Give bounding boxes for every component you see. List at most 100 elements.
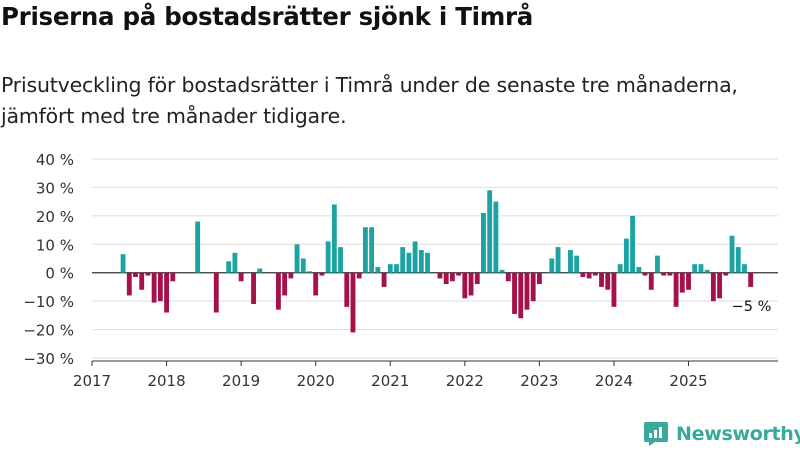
bar (474, 272, 480, 285)
bar (686, 272, 691, 290)
bar (294, 244, 300, 273)
x-tick-label: 2019 (222, 372, 260, 390)
bar (412, 241, 418, 273)
bar (530, 272, 536, 302)
bar (126, 272, 132, 296)
bar (586, 272, 592, 279)
x-tick-label: 2022 (446, 372, 484, 390)
x-tick-label: 2025 (669, 372, 707, 390)
bar (580, 272, 586, 277)
bar (723, 272, 729, 276)
x-tick-label: 2023 (520, 372, 558, 390)
bar (536, 272, 542, 285)
bar (449, 272, 455, 282)
y-tick-label: 10 % (36, 236, 74, 254)
bar (704, 269, 710, 273)
newsworthy-logo-icon (644, 422, 668, 446)
bar (120, 254, 126, 273)
bar (139, 272, 145, 290)
bar (617, 264, 623, 273)
bar (164, 272, 169, 313)
bar (406, 252, 412, 273)
bar (400, 247, 406, 273)
gridlines (92, 158, 778, 359)
x-tick-label: 2024 (595, 372, 633, 390)
bar (499, 269, 505, 273)
bar (170, 272, 176, 282)
bar (505, 272, 511, 282)
bar (512, 272, 517, 314)
bar (648, 272, 654, 290)
bar (655, 255, 660, 273)
x-tick-label: 2018 (147, 372, 185, 390)
x-axis: 2017 2018 2019 2020 2021 2022 2023 2024 2025 (73, 360, 778, 390)
bar (679, 272, 685, 293)
chart-title: Priserna på bostadsrätter sjönk i Timrå (1, 2, 533, 31)
bar (717, 272, 723, 299)
y-tick-label: −20 % (23, 322, 74, 340)
y-tick-label: −30 % (23, 350, 74, 368)
bar (667, 272, 673, 276)
bar (437, 272, 443, 279)
bar (226, 261, 232, 273)
y-tick-label: 0 % (45, 265, 74, 283)
bar (307, 271, 312, 273)
bar (611, 272, 617, 307)
bar (288, 272, 294, 279)
bar (642, 272, 648, 276)
bar (493, 201, 499, 273)
bar (443, 272, 449, 285)
bar (325, 241, 331, 273)
bar (313, 272, 319, 296)
bar (251, 272, 256, 304)
bar (661, 272, 667, 276)
bar (145, 272, 151, 276)
bar (331, 204, 337, 273)
bar (555, 247, 561, 273)
bar (742, 264, 747, 273)
bar (568, 249, 573, 273)
bar (381, 272, 387, 287)
bar (481, 213, 486, 273)
bar (574, 255, 580, 273)
newsworthy-logo[interactable]: Newsworthy (643, 421, 800, 447)
bar (673, 272, 679, 307)
bar (710, 272, 716, 302)
bar (319, 272, 325, 276)
bar (151, 272, 157, 303)
bar (592, 272, 598, 276)
annotation-label: −5 % (732, 299, 772, 315)
bar (394, 264, 399, 273)
y-tick-label: −10 % (23, 293, 74, 311)
bars (120, 190, 754, 333)
bar (735, 247, 741, 273)
bar (133, 272, 138, 277)
bar (238, 272, 244, 282)
bar (599, 272, 604, 287)
x-tick-label: 2020 (297, 372, 335, 390)
bar (387, 264, 393, 273)
y-axis-labels: 40 % 30 % 20 % 10 % 0 % −10 % −20 % −30 % (23, 151, 74, 368)
y-tick-label: 20 % (36, 208, 74, 226)
bar (468, 272, 474, 296)
bar (195, 221, 201, 273)
bar (692, 264, 698, 273)
bar (356, 272, 362, 279)
annotation-group: −5 % (732, 299, 772, 315)
bar (338, 247, 343, 273)
bar (157, 272, 163, 302)
bar (300, 258, 306, 273)
bar (257, 268, 263, 273)
y-tick-label: 30 % (36, 179, 74, 197)
bar (636, 267, 642, 273)
bar (698, 264, 704, 273)
bar (418, 249, 424, 273)
x-tick-label: 2017 (73, 372, 111, 390)
bar (623, 238, 629, 273)
bar (456, 272, 462, 276)
bar (748, 272, 754, 287)
bar (549, 258, 555, 273)
bar (487, 190, 493, 273)
bar (275, 272, 281, 310)
